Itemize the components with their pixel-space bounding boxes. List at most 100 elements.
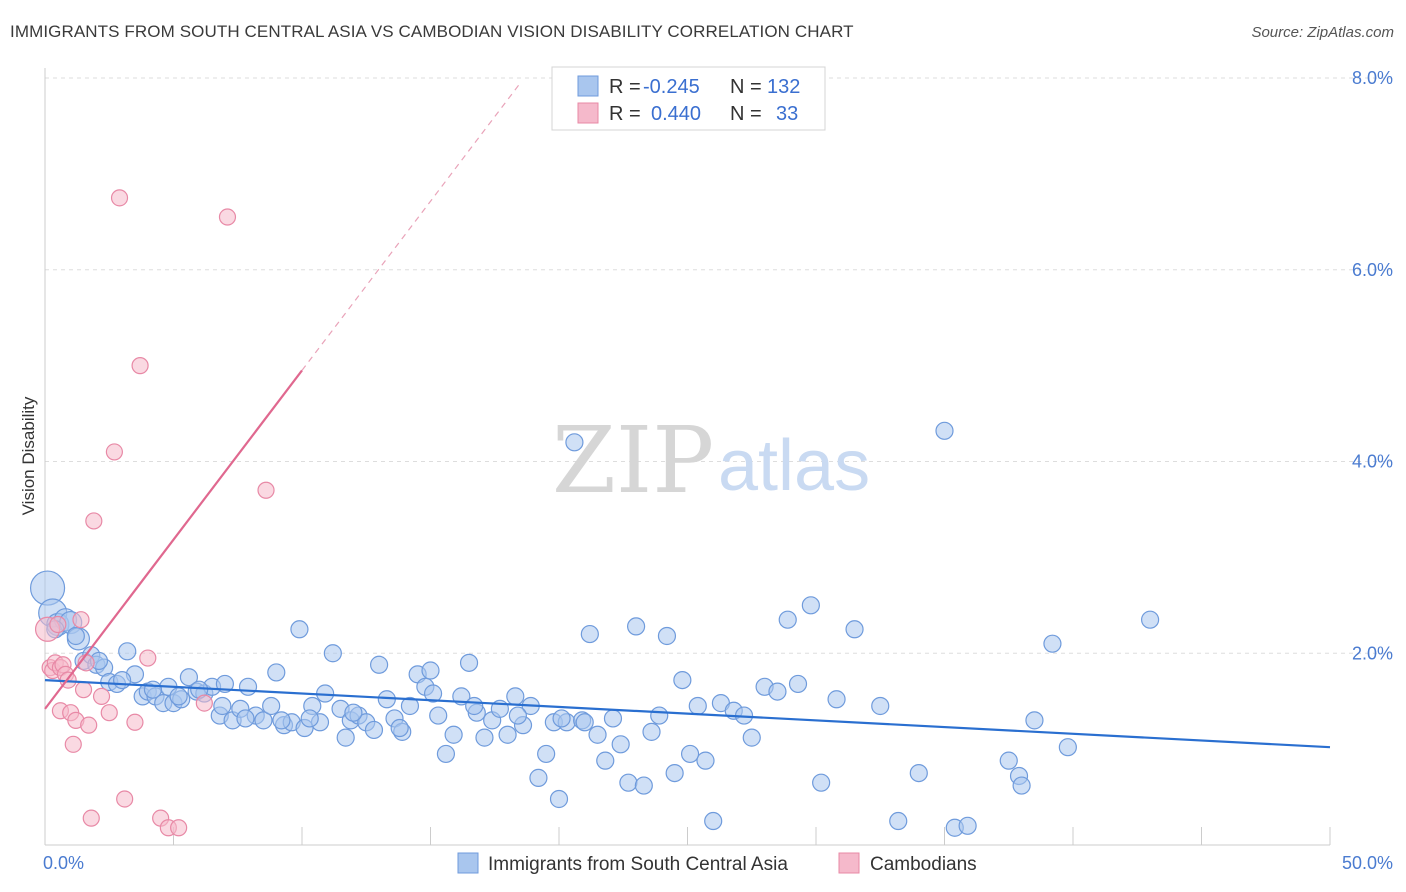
trend-line-immigrants xyxy=(44,678,1331,749)
watermark-atlas: atlas xyxy=(718,426,870,506)
point-immigrants xyxy=(254,711,273,730)
point-immigrants xyxy=(118,642,137,661)
point-immigrants xyxy=(400,696,420,716)
point-immigrants xyxy=(742,728,761,747)
point-immigrants xyxy=(935,421,954,440)
point-cambodians xyxy=(82,809,100,827)
legend-n-label-1: N = xyxy=(730,76,762,98)
x-tick-label-max: 50.0% xyxy=(1342,853,1393,873)
point-cambodians xyxy=(170,819,188,837)
point-immigrants xyxy=(537,744,556,764)
point-immigrants xyxy=(580,624,599,644)
point-immigrants xyxy=(871,696,890,716)
point-cambodians xyxy=(110,189,129,207)
bottom-legend-swatch-blue xyxy=(457,852,479,874)
point-immigrants xyxy=(370,655,389,674)
point-immigrants xyxy=(999,751,1018,770)
point-immigrants xyxy=(529,768,548,787)
point-immigrants xyxy=(1012,776,1031,795)
trend-lines xyxy=(44,82,1331,749)
point-immigrants xyxy=(475,728,494,747)
point-immigrants xyxy=(344,703,363,722)
trend-line-cambodians xyxy=(44,369,303,710)
watermark-zip: ZIP xyxy=(552,407,714,514)
point-immigrants xyxy=(696,751,715,770)
point-immigrants xyxy=(262,696,281,716)
point-immigrants xyxy=(650,706,669,725)
point-immigrants xyxy=(889,811,908,831)
point-immigrants xyxy=(290,620,309,639)
point-immigrants xyxy=(657,626,677,646)
grid-lines xyxy=(45,77,1392,654)
legend-r-label-2: R = xyxy=(609,103,641,125)
point-immigrants xyxy=(958,816,977,835)
source-label: Source: ZipAtlas.com xyxy=(1251,24,1394,41)
point-immigrants xyxy=(549,789,569,809)
y-tick-label: 2.0% xyxy=(1352,643,1393,663)
bottom-legend-label-cambodians: Cambodians xyxy=(870,854,977,875)
point-immigrants xyxy=(169,687,188,706)
point-immigrants xyxy=(213,696,232,716)
point-immigrants xyxy=(498,725,517,744)
point-cambodians xyxy=(195,694,213,712)
y-axis-title: Vision Disability xyxy=(19,396,38,515)
legend-r-value-1: -0.245 xyxy=(643,76,700,98)
point-immigrants xyxy=(575,713,594,732)
point-cambodians xyxy=(80,716,98,734)
bottom-legend-swatch-pink xyxy=(838,852,860,874)
point-immigrants xyxy=(596,751,615,770)
point-immigrants xyxy=(267,663,286,682)
point-immigrants xyxy=(436,744,456,764)
point-immigrants xyxy=(66,626,85,646)
legend-swatch-pink xyxy=(577,102,599,124)
point-cambodians xyxy=(139,649,157,667)
point-immigrants xyxy=(364,720,384,740)
point-immigrants xyxy=(704,811,723,831)
y-tick-label: 6.0% xyxy=(1352,260,1393,280)
point-immigrants xyxy=(634,776,653,795)
legend-r-label-1: R = xyxy=(609,76,641,98)
point-immigrants xyxy=(421,661,440,680)
point-cambodians xyxy=(85,512,103,530)
point-immigrants xyxy=(238,677,258,696)
legend-n-value-2: 33 xyxy=(776,103,798,125)
point-cambodians xyxy=(131,357,149,375)
point-immigrants xyxy=(300,709,319,728)
point-cambodians xyxy=(64,735,82,753)
point-immigrants xyxy=(565,433,584,452)
point-immigrants xyxy=(619,773,638,792)
point-immigrants xyxy=(611,735,630,754)
chart-title: IMMIGRANTS FROM SOUTH CENTRAL ASIA VS CA… xyxy=(10,22,854,41)
point-immigrants xyxy=(588,725,607,744)
point-immigrants xyxy=(801,596,820,615)
point-immigrants xyxy=(236,709,255,728)
point-immigrants xyxy=(626,617,646,636)
point-cambodians xyxy=(116,790,134,808)
point-cambodians xyxy=(257,481,275,499)
legend-swatch-blue xyxy=(577,75,599,97)
legend-n-label-2: N = xyxy=(730,103,762,125)
watermark: ZIP atlas xyxy=(552,407,870,514)
point-cambodians xyxy=(105,443,123,461)
point-immigrants xyxy=(768,682,787,701)
y-tick-label: 4.0% xyxy=(1352,452,1393,472)
trend-line-cambodians-extension xyxy=(301,82,521,371)
point-immigrants xyxy=(603,709,623,728)
point-immigrants xyxy=(1043,634,1062,653)
point-cambodians xyxy=(92,687,111,705)
point-cambodians xyxy=(72,611,90,629)
point-immigrants xyxy=(1140,610,1160,629)
point-immigrants xyxy=(429,706,448,725)
point-immigrants xyxy=(112,670,132,690)
point-immigrants xyxy=(812,773,831,792)
point-immigrants xyxy=(665,763,684,783)
point-immigrants xyxy=(179,668,199,687)
point-cambodians xyxy=(100,704,118,722)
point-immigrants xyxy=(390,718,409,738)
point-immigrants xyxy=(552,709,571,728)
point-immigrants xyxy=(272,711,291,730)
y-tick-label: 8.0% xyxy=(1352,68,1393,88)
point-cambodians xyxy=(126,713,144,731)
tick-labels: 2.0% 4.0% 6.0% 8.0% 0.0% 50.0% xyxy=(43,68,1393,873)
